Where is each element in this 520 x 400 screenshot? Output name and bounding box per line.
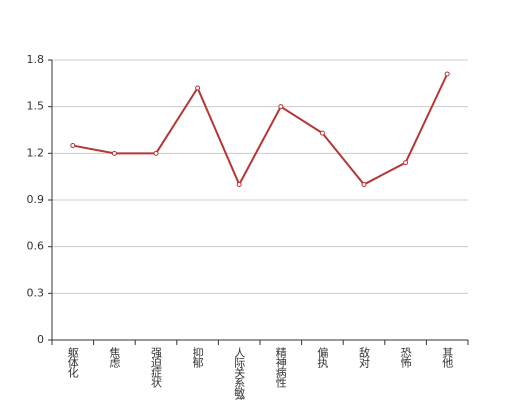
y-tick-label: 1.2 [27,146,45,159]
point [153,150,159,156]
x-tick-label: 精神病性 [274,347,287,389]
point [444,71,450,77]
y-tick-label: 1.5 [27,100,45,113]
x-tick-label: 强迫症状 [150,347,163,388]
x-tick-label: 躯体化 [66,347,79,379]
point [195,85,201,91]
line [72,73,449,187]
x-tick-label: 恐怖 [399,347,412,368]
point [403,160,409,166]
point [70,143,76,149]
y-tick-label: 0.9 [27,193,45,206]
x-tick-label: 人际关系敏感 [233,347,246,400]
y-tick-label: 0.6 [27,240,45,253]
y-tick-label: 1.8 [27,53,45,66]
point [319,130,325,136]
point [111,150,117,156]
point [361,181,367,187]
y-tick-label: 0 [37,333,44,346]
x-tick-label: 敌对 [358,346,371,368]
x-tick-label: 其他 [441,347,454,368]
x-tick-label: 抑郁 [191,346,204,368]
x-tick-label: 焦虑 [108,347,121,368]
y-tick-label: 0.3 [27,286,45,299]
point [278,104,284,110]
point [236,181,242,187]
x-tick-label: 偏执 [316,346,329,369]
